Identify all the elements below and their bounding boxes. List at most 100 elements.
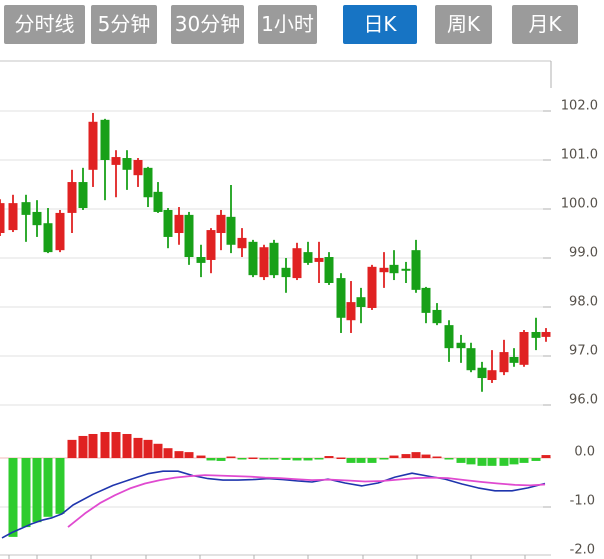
macd-histogram-bar [487, 458, 497, 466]
macd-histogram-bar [122, 433, 132, 458]
candle-body [324, 257, 334, 283]
macd-histogram-bar [226, 456, 236, 459]
macd-histogram-bar [237, 458, 247, 460]
candle-body [88, 121, 98, 170]
candle-body [21, 202, 31, 215]
price-axis-label: 97.0 [569, 344, 598, 359]
candle-body [466, 348, 476, 371]
candle-body [477, 367, 487, 379]
macd-histogram-bar [509, 458, 519, 465]
candle-body [367, 266, 377, 308]
macd-histogram-bar [248, 457, 258, 460]
tab-daily-k[interactable]: 日K [343, 5, 417, 44]
candle-body [281, 267, 291, 278]
candle-body [379, 267, 389, 273]
candle-body [8, 203, 18, 231]
candle-body [163, 209, 173, 237]
macd-histogram-bar [401, 454, 411, 458]
candle-body [55, 212, 65, 251]
macd-axis-label: -1.0 [570, 494, 595, 509]
macd-histogram-bar [143, 439, 153, 458]
candle-body [100, 119, 110, 160]
macd-histogram-bar [519, 458, 529, 463]
candle-body [346, 302, 356, 321]
macd-histogram-bar [216, 458, 226, 461]
candle-body [389, 264, 399, 274]
macd-histogram-bar [88, 433, 98, 458]
candle-body [237, 237, 247, 249]
macd-axis-label: 0.0 [574, 445, 595, 460]
macd-histogram-bar [292, 458, 302, 461]
macd-histogram-bar [281, 458, 291, 460]
candle-body [356, 297, 366, 307]
tab-minute-line[interactable]: 分时线 [4, 5, 85, 44]
macd-histogram-bar [196, 455, 206, 458]
macd-histogram-bar [477, 458, 487, 466]
macd-histogram-bar [206, 458, 216, 461]
macd-histogram-bar [43, 458, 53, 517]
tab-5min[interactable]: 5分钟 [91, 5, 157, 44]
period-tab-bar: 分时线 5分钟 30分钟 1小时 日K 周K 月K [0, 0, 604, 50]
macd-histogram-bar [174, 451, 184, 458]
candle-body [314, 258, 324, 262]
candle-body [401, 268, 411, 271]
macd-histogram-bar [531, 458, 541, 461]
price-axis-label: 100.0 [561, 197, 598, 212]
candle-body [499, 352, 509, 373]
macd-histogram-bar [184, 452, 194, 458]
macd-histogram-bar [346, 458, 356, 463]
macd-histogram-bar [153, 443, 163, 458]
tab-1hour[interactable]: 1小时 [258, 5, 317, 44]
candle-body [531, 331, 541, 338]
macd-histogram-bar [444, 458, 454, 460]
macd-histogram-bar [324, 456, 334, 458]
macd-histogram-bar [466, 458, 476, 465]
tab-weekly-k[interactable]: 周K [435, 5, 492, 44]
candle-body [122, 158, 132, 170]
candle-body [32, 211, 42, 226]
macd-histogram-bar [421, 454, 431, 458]
candle-body [444, 325, 454, 349]
candle-body [432, 309, 442, 324]
macd-histogram-bar [259, 458, 269, 460]
candle-body [216, 214, 226, 234]
candle-body [541, 331, 551, 337]
candle-body [411, 250, 421, 290]
macd-histogram-bar [21, 458, 31, 528]
macd-histogram-bar [367, 458, 377, 463]
macd-histogram-bar [67, 439, 77, 458]
candle-body [519, 331, 529, 365]
tab-30min[interactable]: 30分钟 [171, 5, 244, 44]
candle-body [248, 241, 258, 276]
candle-body [487, 370, 497, 381]
price-axis-label: 101.0 [561, 148, 598, 163]
price-axis-label: 99.0 [569, 246, 598, 261]
candle-body [336, 278, 346, 318]
macd-histogram-bar [133, 437, 143, 458]
macd-dif-line [1, 470, 546, 539]
macd-histogram-bar [314, 458, 324, 460]
macd-histogram-bar [499, 458, 509, 466]
macd-histogram-bar [78, 435, 88, 458]
candle-body [133, 160, 143, 176]
macd-histogram-bar [100, 432, 110, 458]
price-axis-label: 102.0 [561, 99, 598, 114]
macd-histogram-bar [432, 456, 442, 459]
candle-body [226, 216, 236, 245]
candle-body [303, 252, 313, 263]
candle-body [111, 157, 121, 165]
candle-body [67, 182, 77, 213]
candle-body [184, 214, 194, 258]
macd-histogram-bar [541, 455, 551, 458]
macd-axis-label: -2.0 [570, 543, 595, 558]
macd-histogram-bar [55, 458, 65, 514]
candle-body [143, 167, 153, 198]
tab-monthly-k[interactable]: 月K [512, 5, 578, 44]
macd-histogram-bar [411, 452, 421, 458]
candle-body [0, 203, 5, 234]
candle-body [421, 287, 431, 313]
candle-body [259, 247, 269, 278]
candle-body [509, 356, 519, 363]
